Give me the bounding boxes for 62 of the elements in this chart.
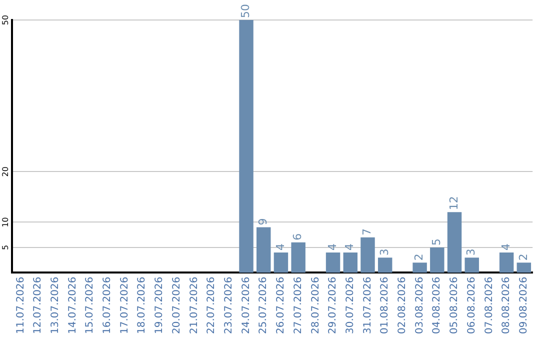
x-tick-label: 09.08.2026 xyxy=(518,276,530,334)
data-label: 2 xyxy=(412,254,426,261)
bar xyxy=(412,262,427,273)
x-tick-label: 07.08.2026 xyxy=(484,276,495,334)
x-tick-label: 31.07.2026 xyxy=(362,276,374,334)
bar xyxy=(464,258,479,273)
x-tick-label: 14.07.2026 xyxy=(67,276,78,334)
x-tick-label: 30.07.2026 xyxy=(344,276,356,334)
data-label: 3 xyxy=(378,248,391,256)
data-label: 9 xyxy=(256,218,270,226)
data-label: 5 xyxy=(430,238,444,246)
bar xyxy=(360,237,375,273)
x-tick-label: 18.07.2026 xyxy=(136,276,148,334)
data-label: 4 xyxy=(343,244,356,251)
x-tick-label: 19.07.2026 xyxy=(154,276,166,334)
x-tick-label: 29.07.2026 xyxy=(328,276,339,334)
y-tick-label: 10 xyxy=(1,217,10,228)
x-tick-label: 21.07.2026 xyxy=(188,276,200,334)
x-tick-label: 22.07.2026 xyxy=(206,276,218,334)
data-label: 12 xyxy=(447,196,460,210)
data-label: 4 xyxy=(274,244,287,251)
x-tick-label: 25.07.2026 xyxy=(258,276,270,334)
bar xyxy=(343,252,358,273)
x-tick-label: 06.08.2026 xyxy=(466,276,478,334)
y-tick-label: 20 xyxy=(1,166,10,177)
bar xyxy=(274,252,288,273)
x-tick-label: 01.08.2026 xyxy=(380,276,391,334)
x-tick-label: 08.08.2026 xyxy=(501,276,512,334)
x-tick-label: 11.07.2026 xyxy=(15,276,26,334)
data-label: 2 xyxy=(516,254,530,261)
x-tick-label: 02.08.2026 xyxy=(397,276,408,334)
bar xyxy=(378,258,392,273)
data-label: 4 xyxy=(326,244,339,251)
data-label: 6 xyxy=(291,233,304,240)
x-tick-label: 24.07.2026 xyxy=(240,276,252,334)
data-label: 7 xyxy=(360,228,374,236)
bar xyxy=(291,242,306,273)
bar xyxy=(430,247,444,273)
data-label: 3 xyxy=(464,248,478,256)
y-tick-label: 5 xyxy=(1,244,10,250)
bar xyxy=(256,227,271,273)
x-tick-label: 13.07.2026 xyxy=(50,276,61,334)
y-tick-label: 50 xyxy=(1,14,10,26)
x-tick-label: 27.07.2026 xyxy=(292,276,304,334)
x-tick-label: 17.07.2026 xyxy=(119,276,130,334)
x-tick-label: 15.07.2026 xyxy=(84,276,96,334)
x-tick-label: 12.07.2026 xyxy=(32,276,44,334)
x-tick-label: 23.07.2026 xyxy=(224,276,235,334)
bar xyxy=(516,262,532,273)
data-label: 50 xyxy=(239,4,252,18)
x-tick-label: 20.07.2026 xyxy=(171,276,182,334)
x-tick-label: 05.08.2026 xyxy=(449,276,460,334)
x-tick-label: 03.08.2026 xyxy=(414,276,426,334)
x-tick-label: 04.08.2026 xyxy=(432,276,443,334)
x-tick-label: 16.07.2026 xyxy=(102,276,114,334)
bar xyxy=(447,212,462,273)
bar xyxy=(499,252,514,273)
bar xyxy=(239,20,254,273)
x-tick-label: 28.07.2026 xyxy=(310,276,322,334)
bar xyxy=(326,252,340,273)
data-label: 4 xyxy=(499,244,512,251)
x-tick-label: 26.07.2026 xyxy=(276,276,287,334)
